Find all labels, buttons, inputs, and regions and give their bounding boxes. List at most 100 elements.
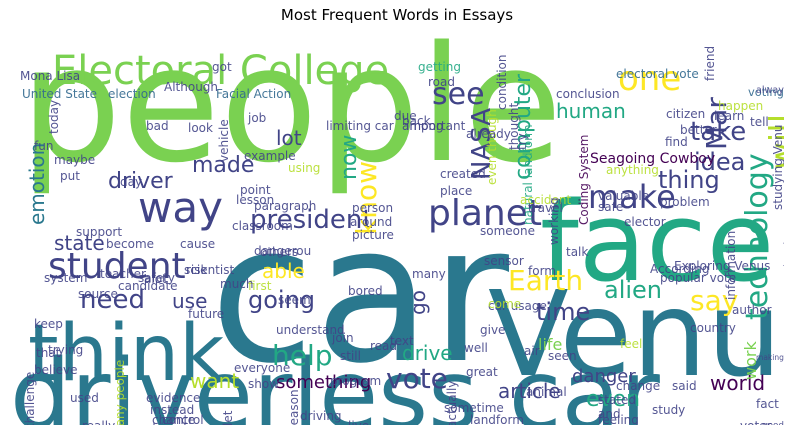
word-124: candidate: [118, 279, 178, 293]
word-22: know: [350, 161, 383, 235]
word-63: happen: [718, 99, 763, 113]
word-138: fun: [34, 139, 53, 153]
word-74: place: [440, 184, 472, 198]
word-144: vehicle: [217, 119, 231, 162]
word-175: risk: [186, 263, 208, 277]
word-127: cause: [180, 237, 215, 251]
word-117: first: [248, 279, 272, 293]
word-184: thought: [507, 103, 521, 150]
word-164: safety: [138, 271, 175, 285]
word-52: natural landform: [521, 124, 535, 225]
word-189: let: [221, 410, 235, 425]
word-139: look: [188, 121, 213, 135]
word-126: become: [106, 237, 154, 251]
word-69: safe: [598, 200, 623, 214]
word-168: sensor: [484, 254, 524, 268]
word-28: idea: [694, 148, 745, 176]
word-65: learn: [714, 109, 744, 123]
word-135: system: [44, 271, 87, 285]
word-38: use: [172, 289, 207, 313]
word-37: state: [54, 231, 105, 255]
word-133: day: [120, 175, 142, 189]
word-182: talk: [566, 245, 588, 259]
word-11: technology: [740, 153, 775, 320]
word-191: seem: [278, 293, 311, 307]
word-120: future: [188, 307, 224, 321]
word-185: try: [515, 133, 529, 150]
word-40: go: [406, 290, 430, 315]
word-49: work: [741, 341, 760, 380]
word-134: support: [76, 225, 122, 239]
word-174: bad: [146, 119, 169, 133]
word-159: limiting car: [326, 119, 394, 133]
word-106: actually: [445, 381, 459, 425]
word-163: Exploring Venus: [674, 259, 770, 273]
word-14: see: [432, 77, 485, 112]
word-148: really: [82, 419, 115, 425]
word-32: lot: [276, 126, 302, 150]
word-145: used: [70, 391, 99, 405]
word-15: Mar: [700, 97, 733, 150]
word-34: computer: [511, 73, 536, 180]
word-12: will: [763, 114, 784, 170]
word-26: thing: [658, 166, 720, 194]
word-188: sometime: [444, 401, 504, 415]
word-93: text: [390, 334, 414, 348]
word-56: Facial Action: [216, 87, 291, 101]
word-59: alway: [756, 85, 784, 96]
word-167: form: [528, 264, 556, 278]
word-1: car: [210, 184, 510, 405]
word-177: that: [36, 346, 61, 360]
word-73: created: [440, 167, 486, 181]
word-24: time: [536, 298, 590, 326]
word-4: Venu: [488, 265, 782, 403]
word-21: president: [250, 205, 373, 235]
word-48: life: [538, 335, 562, 354]
word-86: country: [690, 321, 736, 335]
word-68: valuable: [598, 189, 649, 203]
word-13: one: [618, 59, 681, 99]
word-98: fact: [756, 397, 779, 411]
word-46: danger: [572, 366, 636, 387]
word-27: take: [690, 117, 746, 147]
word-99: good: [762, 421, 784, 425]
word-130: lesson: [236, 193, 274, 207]
word-170: citizen: [666, 107, 705, 121]
word-114: show: [248, 377, 279, 391]
word-54: United State: [22, 87, 97, 101]
word-87: feel: [620, 337, 642, 351]
word-90: give: [480, 323, 505, 337]
word-42: world: [710, 371, 765, 395]
word-171: due: [394, 109, 417, 123]
word-149: challenge: [23, 372, 37, 425]
word-9: way: [138, 183, 223, 232]
word-60: road: [428, 75, 455, 89]
word-181: seen: [548, 349, 577, 363]
word-155: instead: [150, 403, 194, 417]
word-150: many people: [113, 360, 127, 425]
word-140: got: [212, 60, 232, 74]
word-31: made: [192, 153, 254, 178]
word-165: others: [260, 245, 298, 259]
word-157: friend: [703, 46, 717, 81]
word-91: well: [464, 341, 488, 355]
word-111: join: [331, 331, 354, 345]
word-187: and: [598, 407, 621, 421]
word-16: help: [272, 339, 333, 372]
word-160: Mona Lisa: [20, 69, 80, 83]
word-107: reason: [287, 389, 301, 425]
word-122: trying: [48, 343, 83, 357]
word-2: driverless car: [10, 339, 660, 425]
word-166: source: [78, 287, 118, 301]
word-94: great: [466, 365, 498, 379]
word-162: According: [650, 262, 709, 276]
word-142: example: [244, 149, 296, 163]
word-45: article: [498, 379, 561, 403]
word-169: travel: [528, 201, 563, 215]
word-95: animal: [526, 385, 567, 399]
word-109: still: [340, 349, 361, 363]
word-85: author: [732, 303, 772, 317]
word-72: problem: [660, 195, 710, 209]
word-75: accident: [520, 193, 571, 207]
